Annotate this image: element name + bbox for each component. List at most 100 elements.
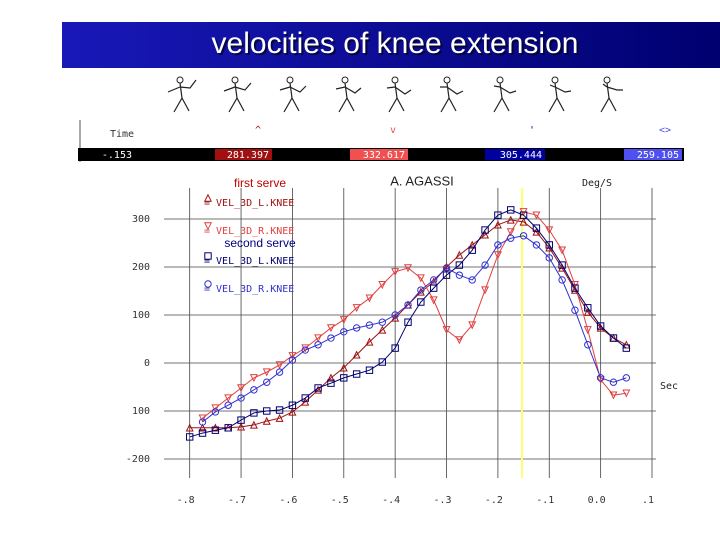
figure-body: [279, 82, 307, 113]
point-marker: [391, 268, 400, 277]
readout-box: [350, 149, 408, 160]
point-marker: [365, 294, 374, 303]
figure-head: [286, 76, 294, 84]
point-marker: [455, 250, 464, 259]
readout-box: [215, 149, 272, 160]
point-marker: [224, 401, 232, 409]
point-marker: [262, 368, 271, 377]
point-marker: [481, 286, 490, 295]
figure-head: [341, 76, 349, 84]
point-marker: [493, 220, 502, 229]
point-marker: [262, 416, 271, 425]
point-marker: [185, 423, 194, 432]
point-marker: [609, 334, 618, 342]
y-tick-label: -200: [126, 454, 150, 465]
legend-label: = VEL_3D_R.KNEE: [204, 284, 294, 295]
figure-body: [167, 79, 197, 113]
legend-marker: [203, 222, 213, 231]
point-marker: [622, 374, 631, 382]
point-marker: [468, 321, 477, 330]
point-marker: [378, 358, 387, 366]
point-marker: [314, 384, 322, 392]
point-marker: [275, 406, 284, 414]
chart-title: velocities of knee extension: [212, 27, 579, 60]
point-marker: [532, 227, 541, 236]
series-line: [202, 211, 627, 419]
point-marker: [352, 304, 361, 313]
time-label: Time: [110, 129, 134, 140]
readout-value: -.153: [102, 150, 132, 161]
x-tick-label: -.5: [331, 495, 349, 506]
point-marker: [481, 230, 490, 239]
annotation: first serve: [234, 176, 286, 190]
point-marker: [609, 391, 618, 400]
point-marker: [301, 344, 310, 353]
x-tick-label: -.8: [177, 495, 195, 506]
point-marker: [404, 318, 412, 326]
point-marker: [493, 251, 502, 260]
stick-figures: [167, 76, 623, 113]
figure-head: [443, 76, 451, 84]
point-marker: [468, 276, 476, 284]
readout-box: [82, 149, 135, 160]
readout-value: 332.617: [363, 150, 405, 161]
point-marker: [211, 404, 220, 413]
point-marker: [532, 224, 541, 232]
point-marker: [263, 378, 271, 386]
legend-marker: [204, 252, 212, 260]
cursor-symbol: ': [529, 125, 535, 136]
point-marker: [250, 386, 258, 394]
point-marker: [507, 234, 515, 242]
point-marker: [417, 286, 425, 294]
point-marker: [571, 284, 579, 292]
point-marker: [596, 374, 605, 382]
point-marker: [378, 281, 387, 290]
point-marker: [237, 416, 245, 424]
point-marker: [403, 264, 413, 273]
point-marker: [583, 326, 592, 335]
point-marker: [506, 228, 515, 237]
figure-body: [493, 82, 517, 113]
y-tick-label: 100: [132, 310, 150, 321]
point-marker: [198, 429, 207, 437]
series-line: [202, 235, 627, 423]
point-marker: [417, 298, 425, 306]
point-marker: [198, 418, 207, 426]
point-marker: [558, 261, 566, 269]
point-marker: [249, 374, 258, 383]
annotation: second serve: [224, 236, 296, 250]
point-marker: [249, 420, 258, 429]
legend-label: = VEL_3D_R.KNEE: [204, 226, 294, 237]
title-bar: [62, 22, 720, 68]
point-marker: [391, 311, 399, 319]
annotation: Deg/S: [582, 178, 612, 189]
point-marker: [622, 344, 631, 352]
point-marker: [558, 246, 567, 255]
figure-body: [440, 82, 464, 113]
point-marker: [263, 407, 271, 415]
point-marker: [327, 379, 335, 387]
point-marker: [365, 366, 374, 374]
point-marker: [352, 350, 361, 359]
point-marker: [532, 241, 541, 249]
figure-body: [223, 82, 252, 113]
point-marker: [519, 232, 528, 240]
point-marker: [237, 384, 246, 393]
readout-value: 259.105: [637, 150, 679, 161]
annotation: A. AGASSI: [390, 173, 454, 188]
point-marker: [288, 401, 297, 409]
y-tick-label: 100: [132, 406, 150, 417]
point-marker: [326, 324, 335, 333]
point-marker: [275, 413, 284, 422]
point-marker: [352, 324, 361, 332]
readout-box: [624, 149, 682, 160]
point-marker: [558, 276, 566, 284]
figure-head: [603, 76, 611, 84]
point-marker: [455, 271, 464, 279]
legend-marker: [203, 193, 213, 202]
y-tick-label: 200: [132, 262, 150, 273]
point-marker: [596, 322, 605, 330]
x-tick-label: -.1: [536, 495, 554, 506]
point-marker: [442, 271, 451, 279]
